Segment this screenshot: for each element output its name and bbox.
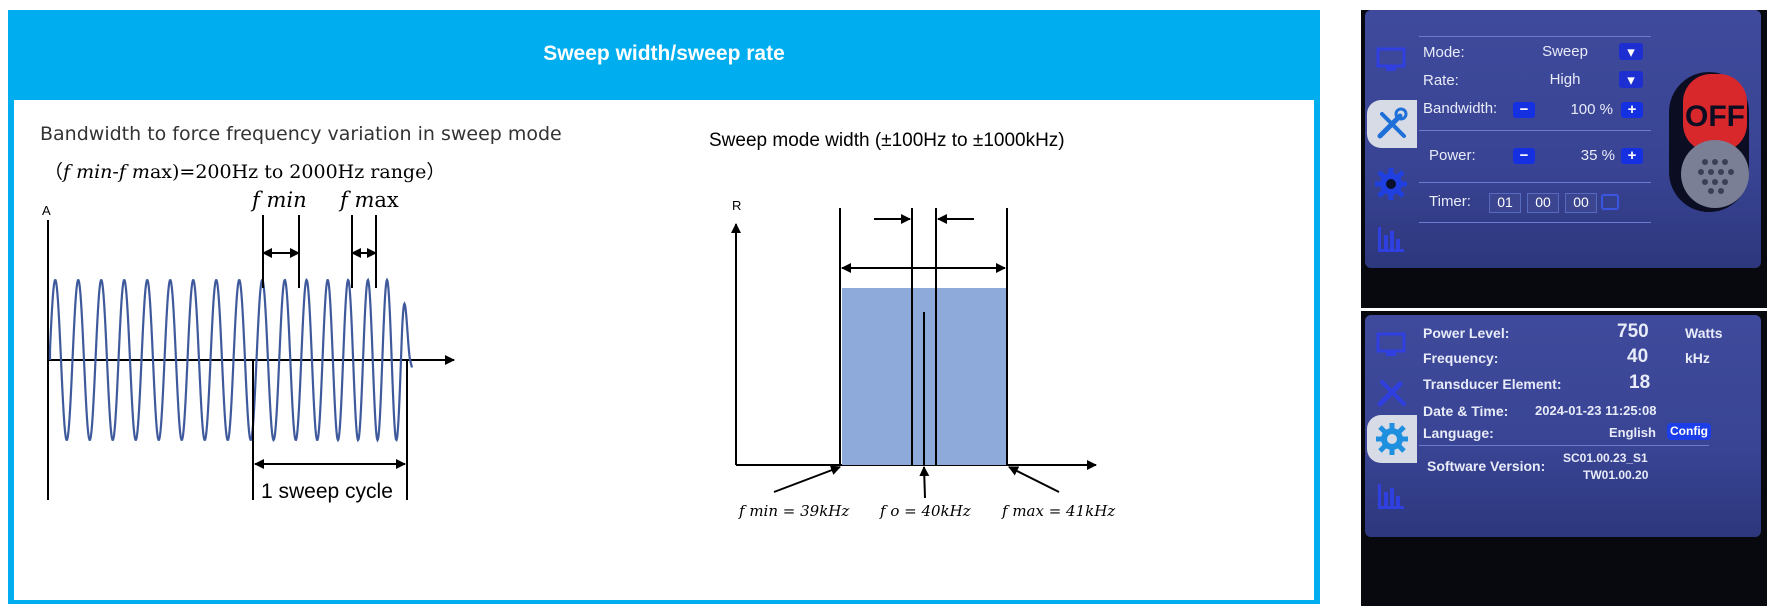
axis-a-label: A bbox=[42, 203, 51, 218]
fo-pointer bbox=[919, 466, 930, 499]
fmin-label: f min bbox=[250, 188, 307, 212]
lcd-settings: Mode: Sweep ▾ Rate: High ▾ Bandwidth: − … bbox=[1365, 10, 1761, 268]
off-button[interactable]: OFF bbox=[1665, 70, 1761, 220]
power-level-label: Power Level: bbox=[1423, 325, 1510, 341]
frequency-value: 40 bbox=[1627, 346, 1649, 367]
device-screen-settings: Mode: Sweep ▾ Rate: High ▾ Bandwidth: − … bbox=[1361, 10, 1767, 308]
sweep-cycle-label: 1 sweep cycle bbox=[261, 480, 393, 503]
frequency-label: Frequency: bbox=[1423, 350, 1499, 366]
tab-monitor[interactable] bbox=[1369, 321, 1413, 369]
mode-label: Mode: bbox=[1423, 44, 1465, 61]
off-label: OFF bbox=[1685, 100, 1745, 133]
fmin-pointer bbox=[773, 465, 841, 493]
gear-icon bbox=[1375, 168, 1407, 200]
tab-tools[interactable] bbox=[1367, 100, 1417, 148]
timer-hours[interactable]: 01 bbox=[1489, 193, 1521, 213]
fo-value-label: f o = 40kHz bbox=[879, 502, 971, 520]
bandwidth-label: Bandwidth: bbox=[1423, 100, 1498, 117]
tab-settings[interactable] bbox=[1367, 415, 1417, 463]
transducer-label: Transducer Element: bbox=[1423, 376, 1562, 392]
rate-dropdown[interactable]: ▾ bbox=[1619, 71, 1643, 89]
sweep-panel: Sweep width/sweep rate Bandwidth to forc… bbox=[8, 10, 1320, 604]
fmax-value-label: f max = 41kHz bbox=[1001, 502, 1115, 520]
power-minus-button[interactable]: − bbox=[1513, 148, 1535, 164]
range-rest: ax)=200Hz to 2000Hz range） bbox=[150, 161, 445, 183]
device-screen-info: Power Level: 750 Watts Frequency: 40 kHz… bbox=[1361, 311, 1767, 606]
range-dash: - bbox=[112, 161, 118, 183]
language-label: Language: bbox=[1423, 425, 1494, 441]
fmin-value-label: f min = 39kHz bbox=[738, 502, 849, 520]
power-level-value: 750 bbox=[1617, 321, 1649, 342]
right-heading: Sweep mode width (±100Hz to ±1000kHz) bbox=[709, 130, 1065, 151]
bandwidth-value: 100 % bbox=[1570, 101, 1613, 118]
diagram-area: Bandwidth to force frequency variation i… bbox=[14, 100, 1314, 600]
datetime-value: 2024-01-23 11:25:08 bbox=[1535, 403, 1657, 418]
power-label: Power: bbox=[1429, 147, 1476, 164]
power-value: 35 % bbox=[1580, 147, 1615, 164]
monitor-icon bbox=[1376, 47, 1406, 71]
rate-value: High bbox=[1549, 71, 1581, 88]
range-fmin: f min bbox=[61, 161, 112, 183]
tab-monitor[interactable] bbox=[1369, 36, 1413, 84]
timer-minutes[interactable]: 00 bbox=[1527, 193, 1559, 213]
axis-r-label: R bbox=[732, 198, 741, 213]
bandwidth-plus-button[interactable]: + bbox=[1621, 102, 1643, 118]
tab-settings[interactable] bbox=[1369, 160, 1413, 208]
datetime-label: Date & Time: bbox=[1423, 403, 1509, 419]
power-level-unit: Watts bbox=[1685, 325, 1723, 341]
chevron-down-icon: ▾ bbox=[1627, 44, 1635, 61]
bar-chart-icon bbox=[1378, 227, 1404, 252]
separator bbox=[1419, 130, 1651, 131]
range-open: （ bbox=[44, 161, 63, 183]
range-fmax: f m bbox=[117, 161, 150, 183]
software-version-line2: TW01.00.20 bbox=[1583, 468, 1649, 482]
config-button[interactable]: Config bbox=[1667, 423, 1711, 440]
separator bbox=[1419, 36, 1651, 37]
software-version-label: Software Version: bbox=[1427, 458, 1546, 474]
software-version-line1: SC01.00.23_S1 bbox=[1563, 451, 1648, 465]
bandwidth-minus-button[interactable]: − bbox=[1513, 102, 1535, 118]
tab-statistics[interactable] bbox=[1369, 214, 1413, 262]
range-text: （f min-f max)=200Hz to 2000Hz range） bbox=[44, 161, 445, 183]
diagram-canvas: Bandwidth to force frequency variation i… bbox=[40, 123, 1115, 520]
fmax-label: f max bbox=[338, 188, 399, 212]
tools-icon bbox=[1377, 380, 1406, 407]
timer-label: Timer: bbox=[1429, 193, 1471, 210]
fmax-label-rest: ax bbox=[374, 188, 399, 212]
fmax-label-f: f m bbox=[338, 188, 374, 212]
rate-label: Rate: bbox=[1423, 72, 1459, 89]
timer-lock-icon[interactable] bbox=[1601, 194, 1619, 210]
tools-icon bbox=[1377, 107, 1408, 139]
gear-icon bbox=[1376, 423, 1408, 455]
transducer-value: 18 bbox=[1629, 372, 1651, 393]
separator bbox=[1419, 182, 1651, 183]
tab-tools[interactable] bbox=[1369, 367, 1413, 415]
power-plus-button[interactable]: + bbox=[1621, 148, 1643, 164]
chevron-down-icon: ▾ bbox=[1627, 72, 1635, 89]
monitor-icon bbox=[1376, 332, 1406, 356]
bar-chart-icon bbox=[1378, 484, 1404, 509]
panel-title: Sweep width/sweep rate bbox=[543, 42, 785, 65]
fmax-pointer bbox=[1008, 466, 1060, 493]
side-tabs bbox=[1365, 10, 1417, 268]
power-button-graphic: OFF bbox=[1669, 72, 1749, 212]
separator bbox=[1419, 445, 1709, 446]
side-tabs bbox=[1365, 315, 1417, 537]
language-value: English bbox=[1609, 425, 1656, 440]
tab-statistics[interactable] bbox=[1369, 471, 1413, 519]
separator bbox=[1419, 222, 1651, 223]
frequency-unit: kHz bbox=[1685, 350, 1710, 366]
timer-seconds[interactable]: 00 bbox=[1565, 193, 1597, 213]
left-heading: Bandwidth to force frequency variation i… bbox=[40, 123, 562, 145]
mode-dropdown[interactable]: ▾ bbox=[1619, 43, 1643, 61]
sweep-waveform bbox=[48, 277, 414, 443]
lcd-info: Power Level: 750 Watts Frequency: 40 kHz… bbox=[1365, 315, 1761, 537]
mode-value: Sweep bbox=[1542, 43, 1588, 60]
